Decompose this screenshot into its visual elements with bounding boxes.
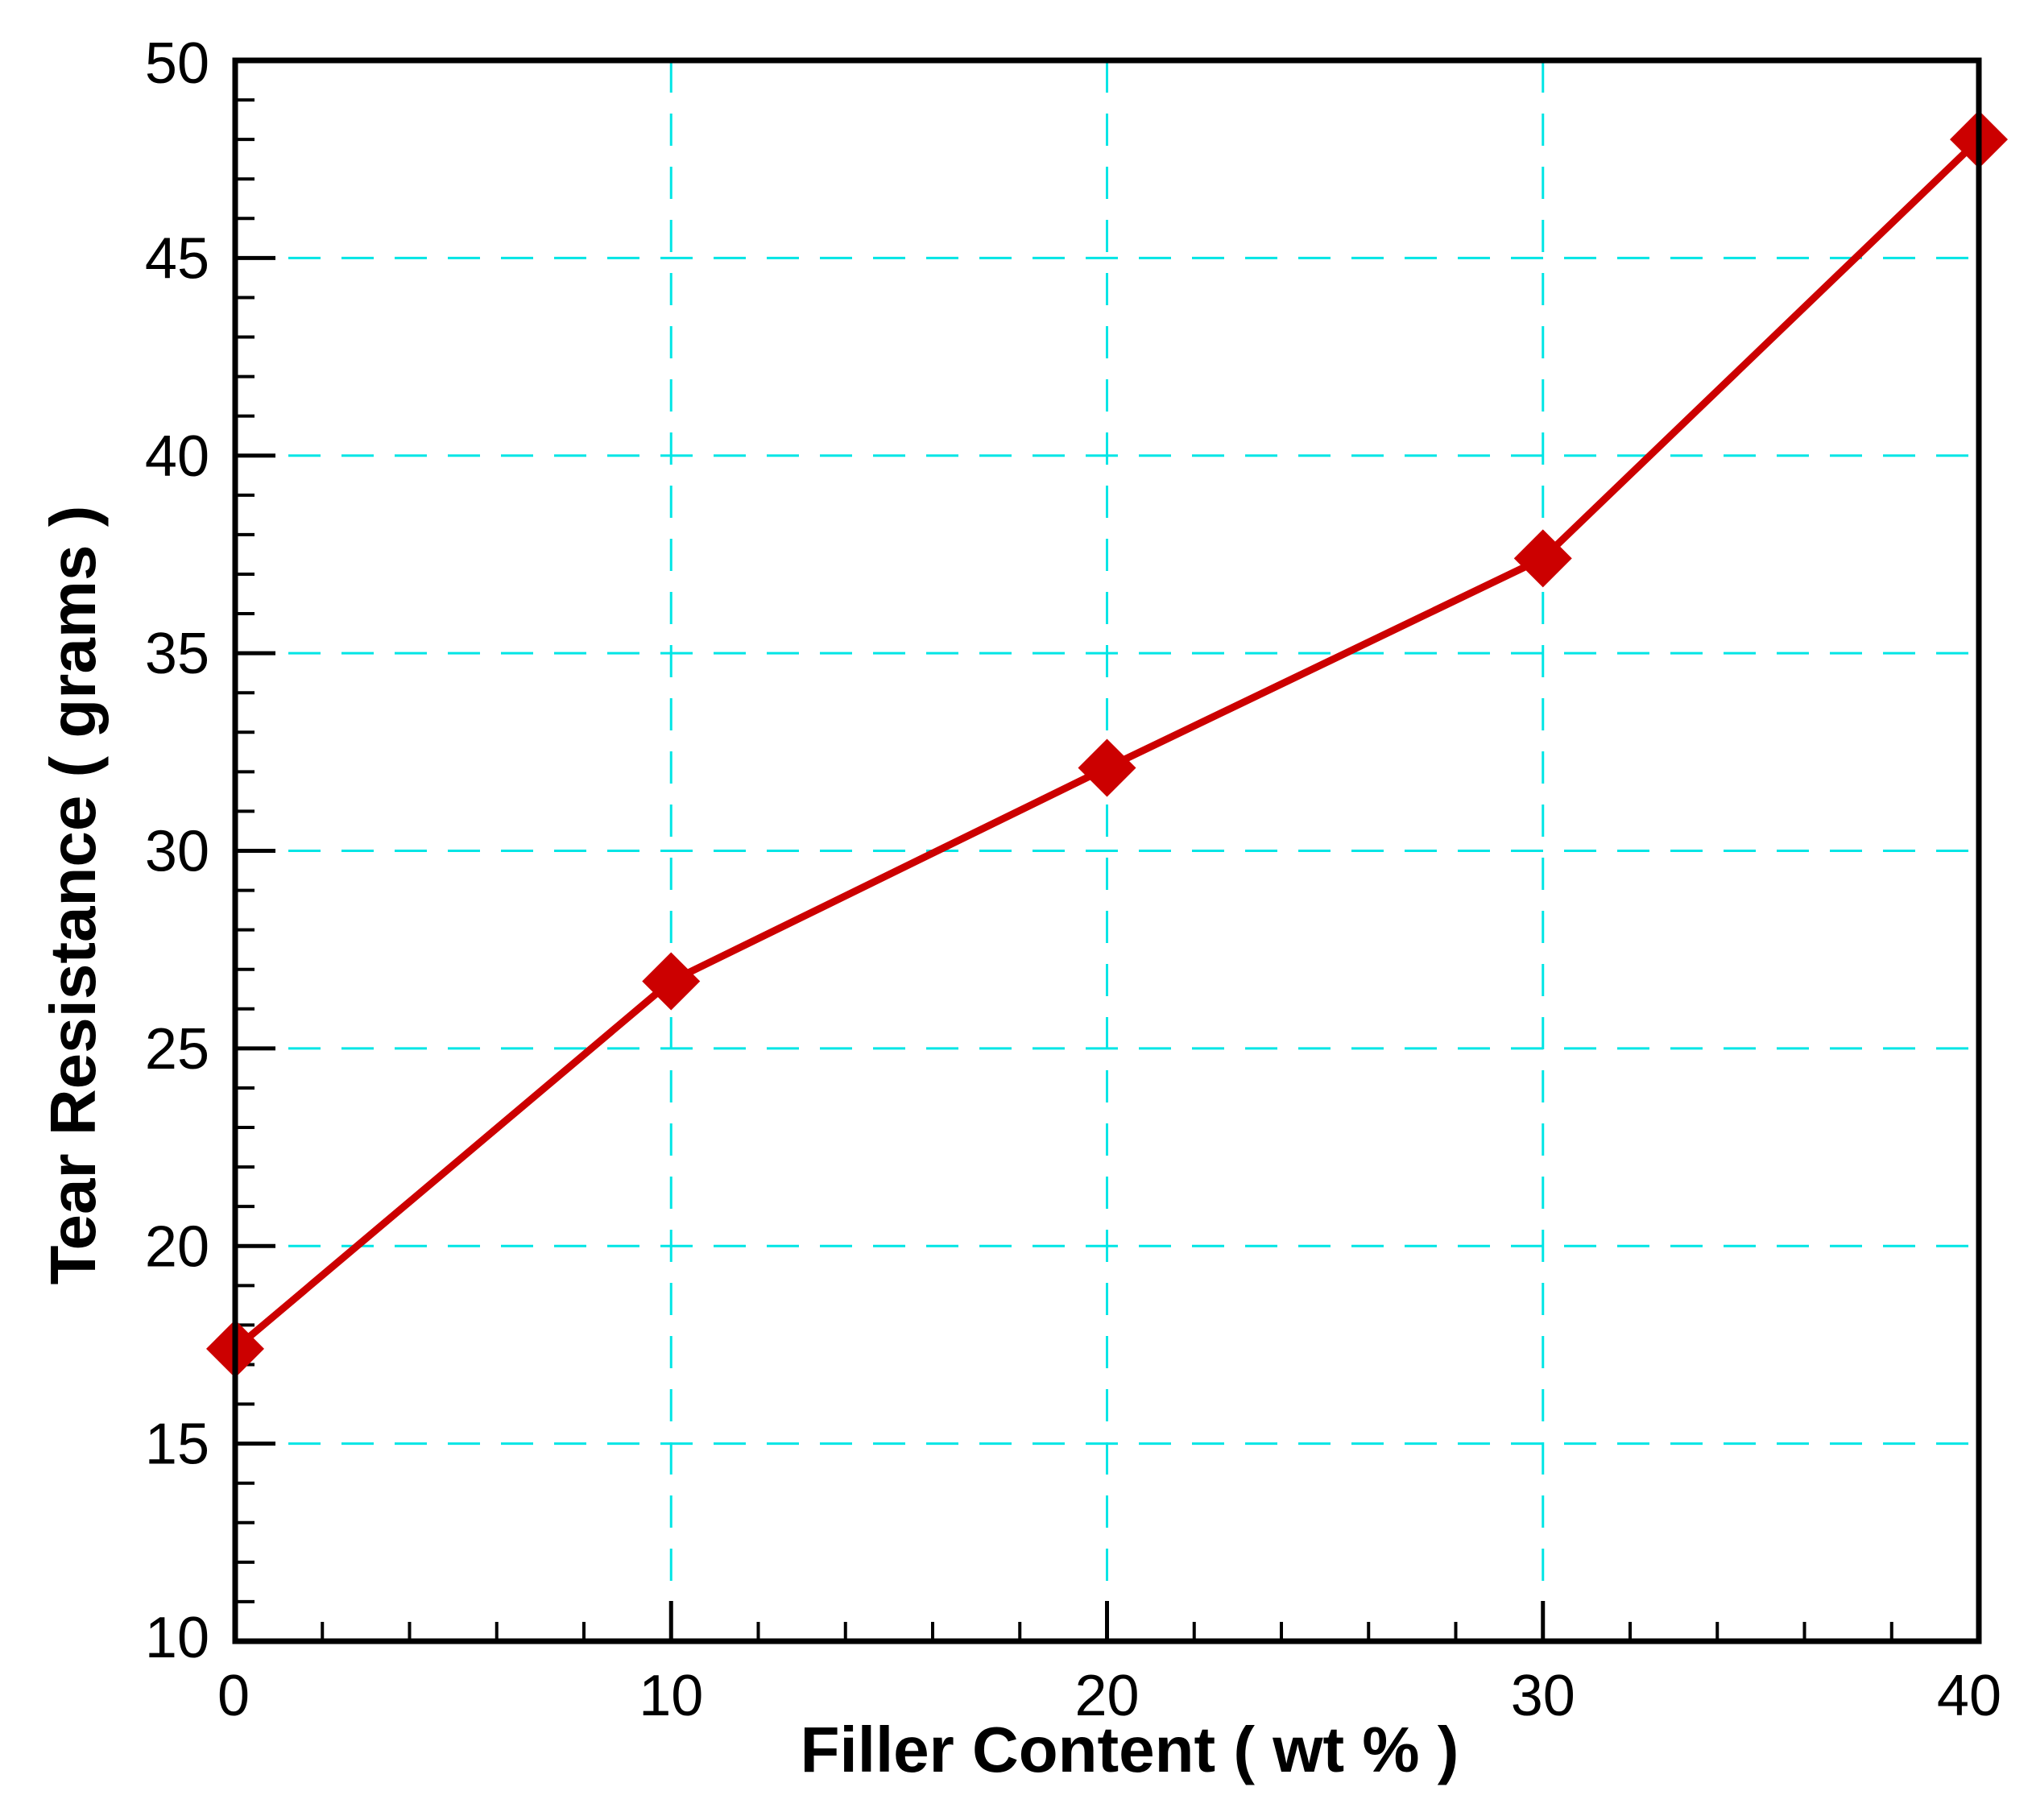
x-tick-label: 30	[1511, 1664, 1575, 1728]
x-axis-tick-labels: 0 10 20 30 40	[217, 1664, 2001, 1728]
plot-frame	[232, 57, 1982, 1644]
x-tick-label: 20	[1074, 1664, 1139, 1728]
y-tick-label: 20	[145, 1214, 209, 1279]
y-axis-title: Tear Resistance ( grams )	[37, 506, 109, 1285]
y-tick-label: 10	[145, 1606, 209, 1670]
x-tick-label: 0	[217, 1664, 250, 1728]
y-tick-label: 25	[145, 1017, 209, 1082]
x-axis-title: Filler Content ( wt % )	[801, 1714, 1459, 1785]
grid	[235, 60, 1979, 1641]
data-point-marker	[1513, 529, 1572, 588]
x-tick-label: 10	[639, 1664, 703, 1728]
y-tick-label: 30	[145, 820, 209, 884]
y-tick-label: 35	[145, 622, 209, 686]
data-point-marker	[1078, 738, 1136, 797]
x-tick-label: 40	[1937, 1664, 2001, 1728]
y-tick-label: 45	[145, 226, 209, 291]
y-tick-label: 40	[145, 424, 209, 489]
y-tick-label: 15	[145, 1413, 209, 1477]
y-axis-tick-labels: 10 15 20 25 30 35 40 45 50	[145, 31, 209, 1670]
data-point-marker	[642, 952, 701, 1011]
y-tick-label: 50	[145, 31, 209, 96]
